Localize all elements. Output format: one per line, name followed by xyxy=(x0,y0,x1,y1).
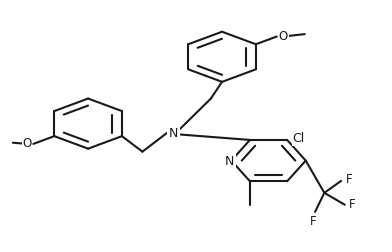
Text: N: N xyxy=(169,127,178,140)
Text: F: F xyxy=(310,215,316,228)
Text: O: O xyxy=(279,29,288,43)
Text: Cl: Cl xyxy=(293,133,305,145)
Text: O: O xyxy=(22,137,31,150)
Text: N: N xyxy=(225,154,234,168)
Text: F: F xyxy=(349,198,356,211)
Text: F: F xyxy=(346,173,352,186)
